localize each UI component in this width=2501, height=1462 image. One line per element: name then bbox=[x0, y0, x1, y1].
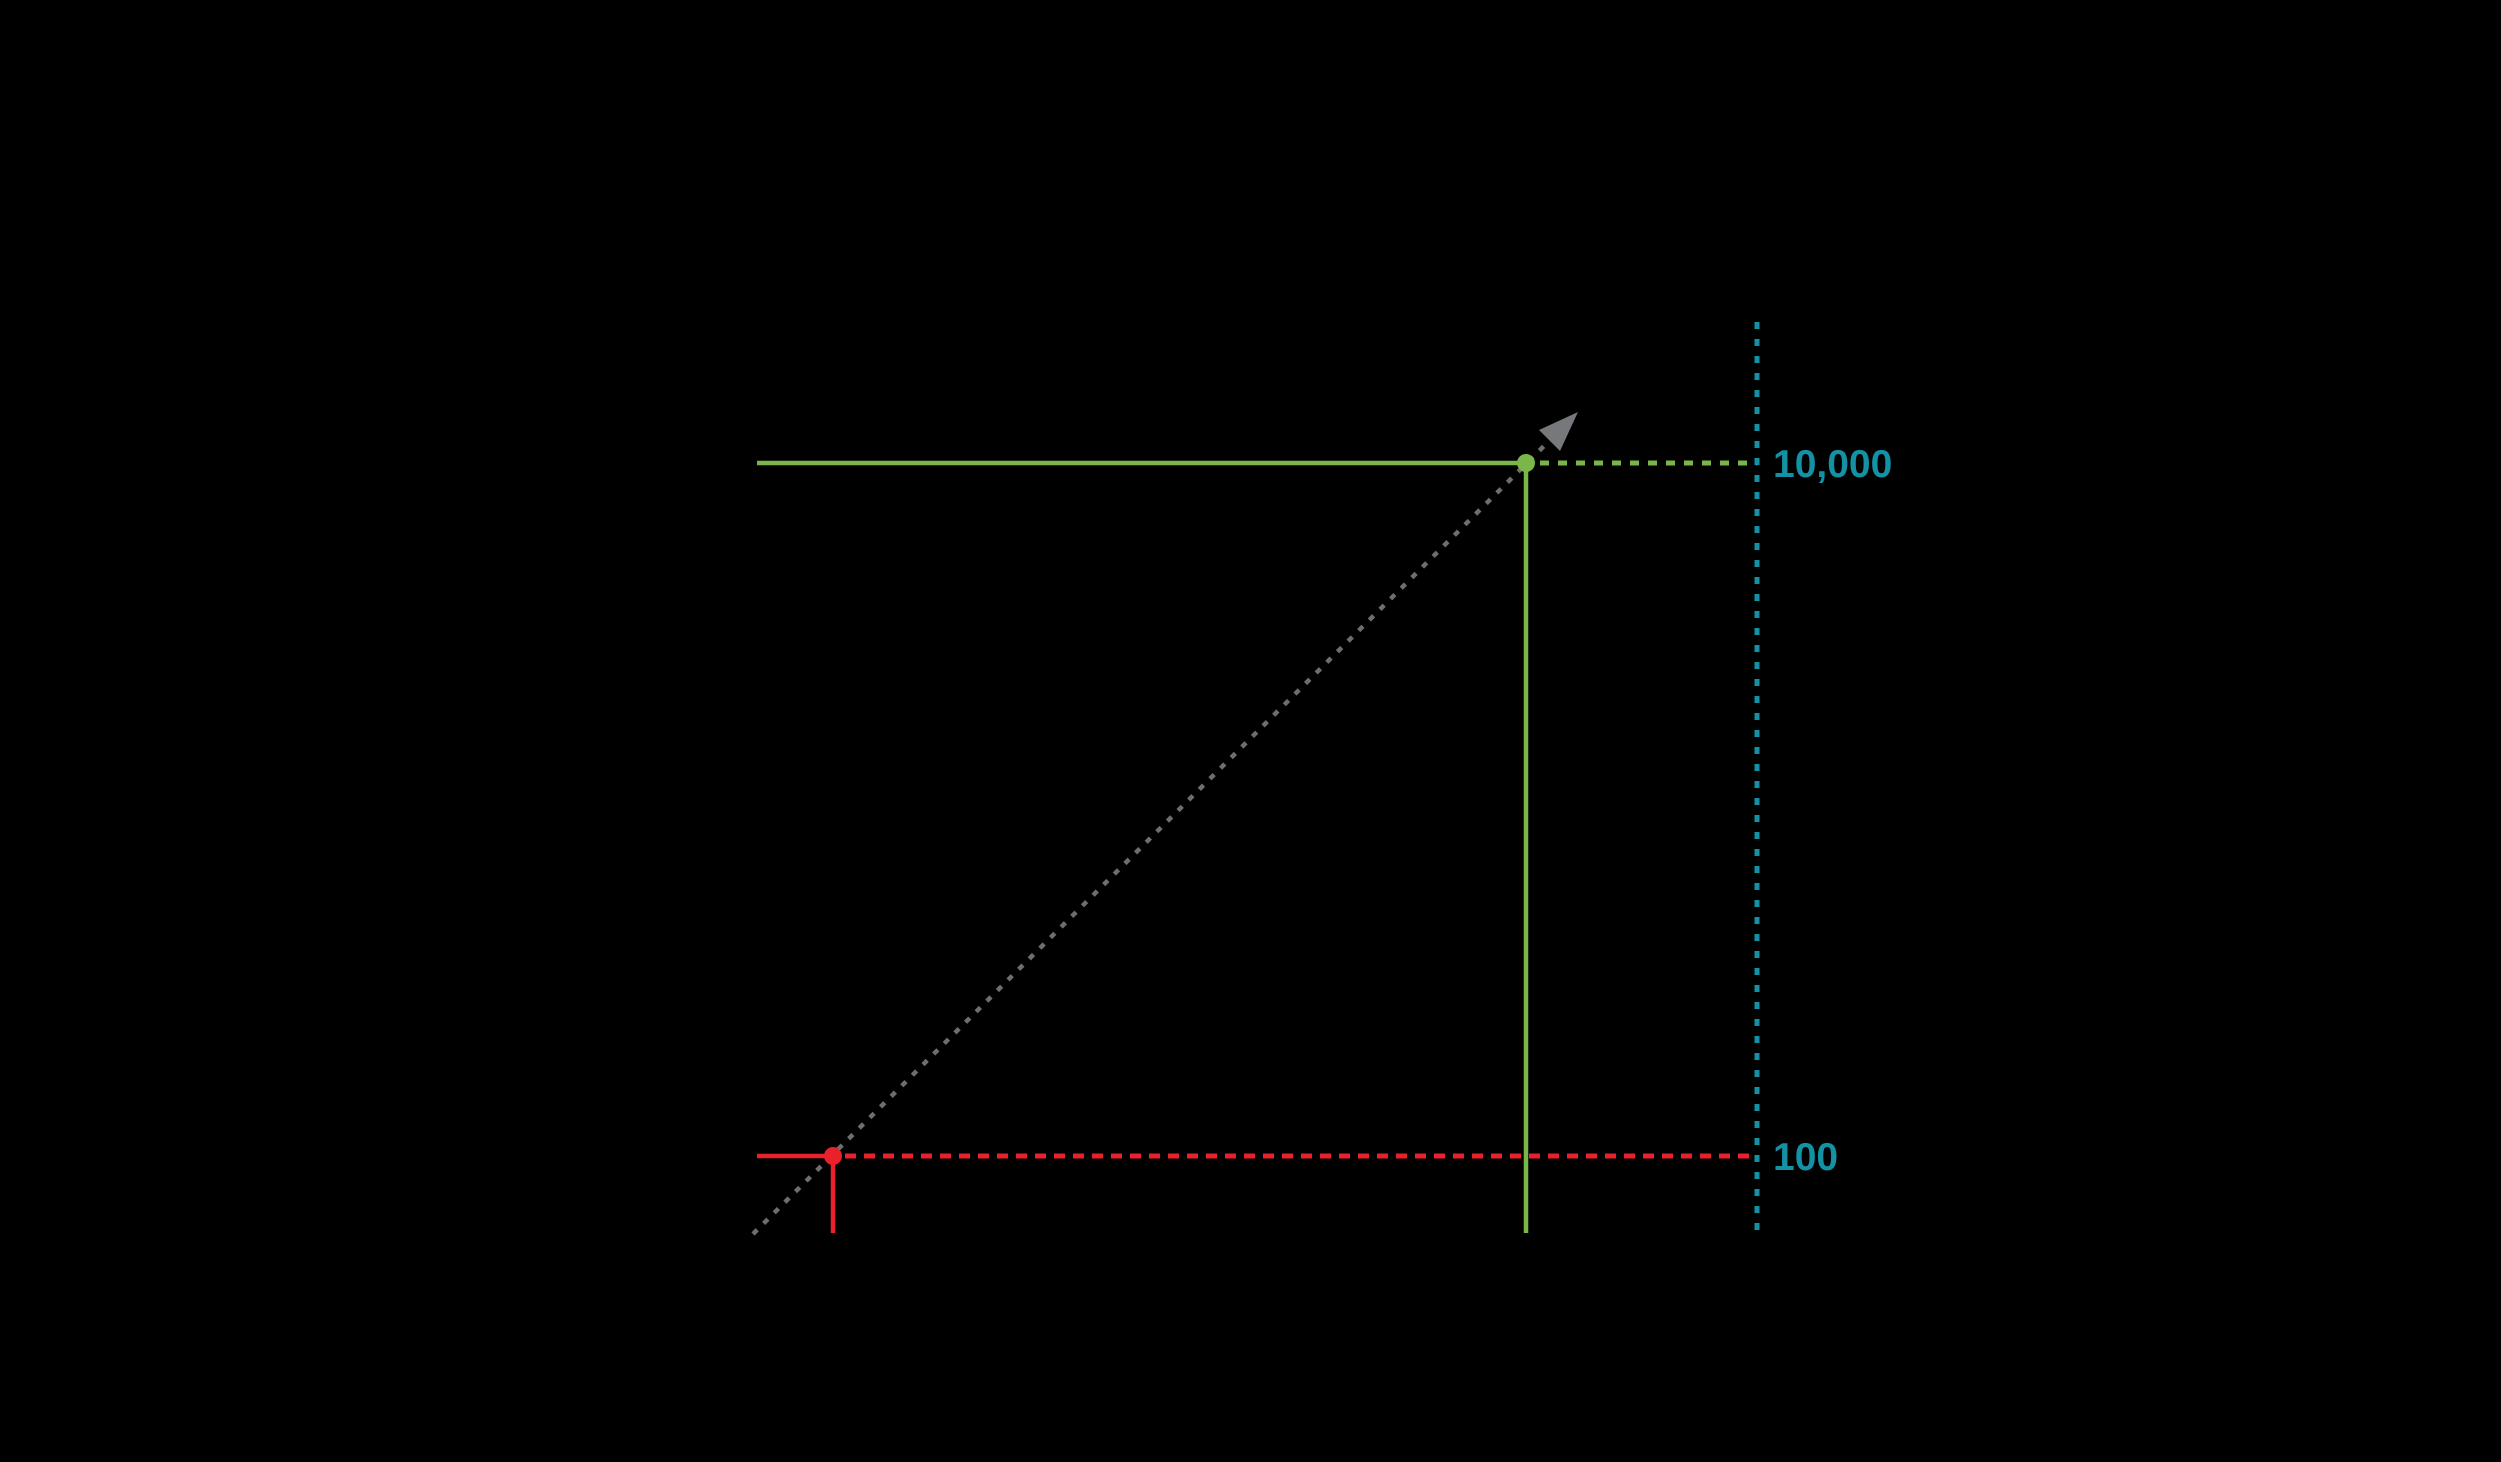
lower-point-marker bbox=[824, 1147, 842, 1165]
trend-arrowhead-icon bbox=[1539, 412, 1578, 451]
upper-point-marker bbox=[1517, 454, 1535, 472]
trend-dashed-line bbox=[751, 439, 1551, 1236]
lower-value-label: 100 bbox=[1773, 1136, 1838, 1179]
upper-value-label: 10,000 bbox=[1773, 443, 1892, 486]
